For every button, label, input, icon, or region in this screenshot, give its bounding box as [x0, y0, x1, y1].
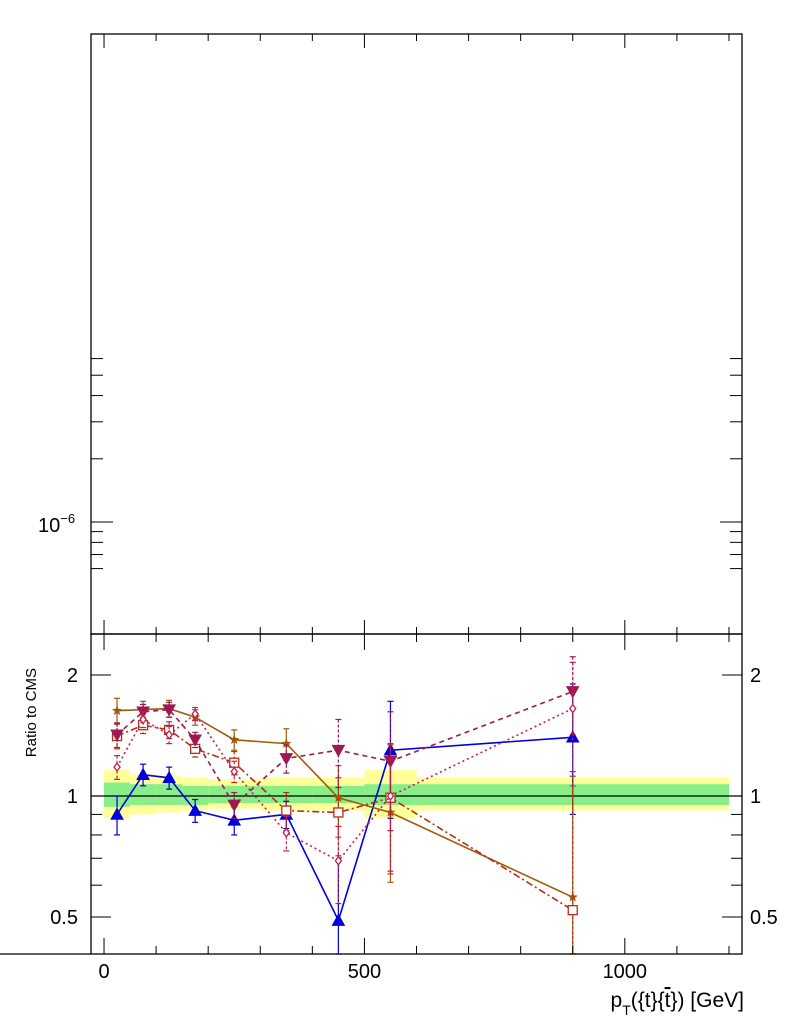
y-tick-label: 1 [67, 786, 78, 808]
data-point [188, 803, 203, 816]
ratio-panel: 0.5 1 2 0.5 1 2 0 500 1000 Ratio to CMS pT({t}… [23, 633, 778, 1018]
x-axis-title: pT({t}{t}) [GeV] [611, 989, 745, 1018]
upper-plot-frame [90, 33, 743, 635]
y-tick-label: 0.5 [50, 907, 78, 929]
band-green-bin [156, 784, 183, 805]
data-point [331, 913, 346, 926]
x-tick-label: 1000 [603, 961, 648, 983]
data-point [334, 855, 343, 866]
data-point [110, 807, 124, 820]
upper-y-tick-label-exponent: −6 [60, 511, 75, 526]
data-point [279, 753, 294, 766]
data-point [162, 770, 176, 784]
data-point [110, 729, 124, 742]
x-axis-title-main: p [611, 989, 623, 1012]
data-point [386, 790, 395, 802]
data-point [139, 714, 147, 725]
y-axis-title: Ratio to CMS [23, 668, 40, 757]
data-point [112, 705, 123, 715]
series-2 [112, 697, 578, 955]
data-point [565, 686, 580, 699]
x-axis-title-tbar: t [665, 989, 671, 1012]
data-point [162, 704, 176, 717]
y-tick-label-right: 0.5 [750, 907, 778, 929]
data-point [227, 799, 242, 812]
series-line [116, 690, 573, 807]
upper-axis-ticks [91, 34, 742, 634]
data-point [333, 807, 344, 818]
upper-y-tick-label: 10−6 [38, 511, 75, 537]
upper-panel: 10−6 [38, 33, 743, 635]
data-point [565, 730, 580, 743]
data-point [191, 708, 199, 720]
data-point [282, 827, 291, 838]
series-line [116, 724, 574, 911]
upper-y-tick-label-base: 10 [38, 515, 60, 537]
data-point [165, 729, 173, 740]
band-green-bin [130, 784, 157, 805]
x-axis-title-rest: ({t}{ [631, 989, 665, 1012]
series-4 [110, 656, 580, 832]
series-group [110, 656, 580, 955]
x-tick-label: 0 [98, 961, 109, 983]
series-5 [113, 661, 577, 905]
ratio-y-tick-labels-right: 0.5 1 2 [750, 665, 778, 929]
data-point [281, 805, 292, 816]
data-point [136, 767, 150, 780]
data-point [568, 703, 577, 714]
band-green-bin [182, 785, 209, 805]
data-point [567, 905, 578, 916]
series-line [116, 736, 573, 923]
x-tick-labels: 0 500 1000 [98, 961, 647, 983]
data-point [113, 762, 121, 773]
ratio-axis-ticks [91, 634, 742, 954]
y-tick-label-right: 1 [750, 786, 761, 808]
data-point [229, 734, 240, 745]
y-tick-label: 2 [67, 665, 78, 687]
data-point [188, 734, 203, 747]
data-point [230, 766, 239, 777]
x-tick-label: 500 [348, 961, 381, 983]
ratio-y-tick-labels: 0.5 1 2 [50, 665, 78, 929]
series-3 [111, 716, 578, 955]
x-axis-title-end: }) [GeV] [670, 989, 744, 1012]
y-tick-label-right: 2 [750, 665, 761, 687]
x-axis-title-subscript: T [622, 1002, 631, 1018]
data-point [227, 813, 242, 826]
data-point [331, 744, 346, 758]
